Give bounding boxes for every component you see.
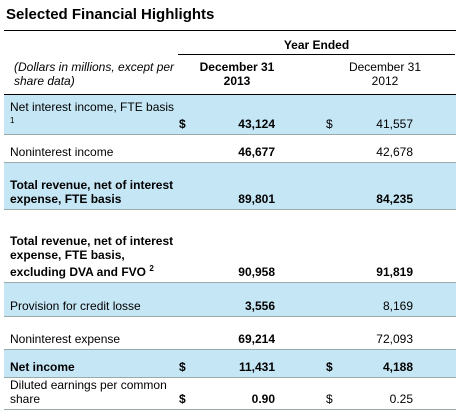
- cell-value: 11,431: [238, 360, 275, 374]
- cell-value: 4,188: [382, 360, 413, 374]
- table-row: Total revenue, net of interest expense, …: [4, 210, 456, 283]
- row-label: Noninterest income: [10, 145, 175, 159]
- cell-value: 41,557: [376, 117, 413, 131]
- currency-sign: $: [179, 392, 186, 406]
- table-row: Noninterest expense 69,214 72,093: [4, 317, 456, 350]
- column-heading-line: December 31: [199, 60, 275, 74]
- cell-value: 43,124: [238, 117, 275, 131]
- cell-value: 84,235: [376, 192, 413, 206]
- cell-value: 72,093: [376, 332, 413, 346]
- footnote-mark: 1: [10, 116, 15, 125]
- currency-sign: $: [326, 392, 333, 406]
- row-label-text: Net income: [10, 360, 75, 374]
- rule: [4, 94, 456, 95]
- cell-value: 8,169: [382, 299, 413, 313]
- row-label-text: Net interest income, FTE basis: [10, 100, 175, 114]
- row-label: Total revenue, net of interest expense, …: [10, 178, 175, 206]
- cell-value: 46,677: [238, 145, 275, 159]
- row-label: Noninterest expense: [10, 332, 175, 346]
- table-row: Diluted earnings per common share $0.90 $0…: [4, 378, 456, 410]
- footnote-mark: 2: [149, 264, 154, 273]
- row-label: Total revenue, net of interest expense, …: [10, 234, 175, 279]
- cell-value: 89,801: [238, 192, 275, 206]
- table-row: Noninterest income 46,677 42,678: [4, 135, 456, 163]
- column-heading-year: 2012: [371, 74, 399, 88]
- column-heading-year: 2013: [223, 74, 251, 88]
- cell-value: 0.25: [389, 392, 413, 406]
- table-row: Provision for credit losse 3,556 8,169: [4, 283, 456, 317]
- table-row: Total revenue, net of interest expense, …: [4, 163, 456, 210]
- cell-value: 90,958: [238, 265, 275, 279]
- row-label-text: Total revenue, net of interest expense, …: [10, 234, 174, 279]
- cell-value: 69,214: [238, 332, 275, 346]
- row-label: Provision for credit losse: [10, 299, 175, 313]
- currency-sign: $: [179, 360, 186, 374]
- row-label: Net income: [10, 360, 175, 374]
- table-row: Net income $11,431 $4,188: [4, 350, 456, 378]
- column-heading-line: December 31: [348, 60, 422, 74]
- row-label-text: Diluted earnings per common share: [10, 378, 167, 406]
- currency-sign: $: [326, 360, 333, 374]
- row-label-text: Total revenue, net of interest expense, …: [10, 178, 174, 206]
- row-label-text: Noninterest income: [10, 145, 114, 159]
- rule: [178, 54, 455, 55]
- cell-value: 91,819: [376, 265, 413, 279]
- rule: [4, 30, 456, 31]
- currency-sign: $: [326, 117, 333, 131]
- row-label: Net interest income, FTE basis 1: [10, 100, 175, 131]
- table-row: Net interest income, FTE basis 1 $43,124 $…: [4, 95, 456, 135]
- stub-heading: (Dollars in millions, except per share d…: [14, 60, 175, 88]
- column-heading: December 31 2012: [325, 60, 445, 88]
- title: Selected Financial Highlights: [6, 6, 215, 23]
- row-label-text: Provision for credit losse: [10, 299, 141, 313]
- column-heading: December 31 2013: [177, 60, 297, 88]
- row-label: Diluted earnings per common share: [10, 378, 175, 406]
- currency-sign: $: [179, 117, 186, 131]
- row-label-text: Noninterest expense: [10, 332, 121, 346]
- period-heading: Year Ended: [283, 38, 350, 52]
- cell-value: 42,678: [376, 145, 413, 159]
- cell-value: 3,556: [244, 299, 275, 313]
- cell-value: 0.90: [251, 392, 275, 406]
